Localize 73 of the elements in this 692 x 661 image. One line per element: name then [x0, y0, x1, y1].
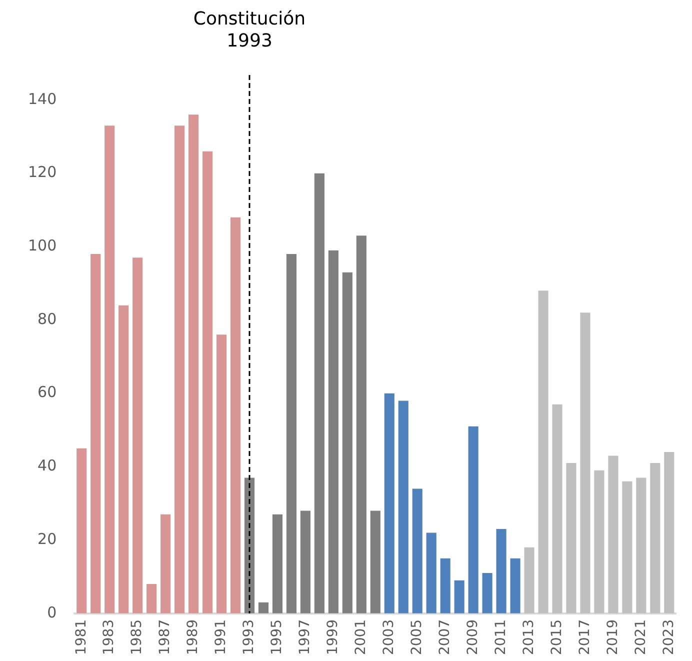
bar	[594, 470, 604, 614]
x-tick-label: 2013	[520, 619, 537, 656]
bar	[174, 126, 185, 614]
ref-line-label: Constitución 1993	[193, 8, 306, 52]
bar	[300, 510, 310, 614]
bar	[342, 272, 352, 614]
bar	[314, 173, 324, 614]
bar	[146, 584, 157, 614]
bar	[496, 529, 506, 614]
bar	[90, 254, 101, 614]
bar	[328, 250, 338, 614]
bar	[440, 558, 450, 614]
bar	[230, 217, 241, 614]
x-tick-label: 1981	[73, 619, 90, 656]
bar	[132, 258, 143, 614]
x-tick-label: 1991	[213, 619, 230, 656]
bar	[118, 305, 129, 614]
bar	[664, 452, 674, 614]
bar	[272, 514, 283, 614]
x-tick-label: 1993	[241, 619, 258, 656]
bar	[650, 463, 660, 614]
bar	[510, 558, 520, 614]
bar	[636, 478, 646, 614]
bar	[622, 481, 632, 614]
bar	[454, 580, 464, 614]
y-tick-label: 100	[28, 236, 57, 255]
x-tick-label: 1989	[185, 619, 202, 656]
x-tick-label: 1987	[157, 619, 174, 656]
x-tick-label: 2023	[660, 619, 677, 656]
bar	[76, 448, 87, 614]
bar	[188, 114, 199, 614]
bar	[412, 488, 422, 614]
x-tick-label: 1997	[297, 619, 314, 656]
bar	[104, 126, 115, 614]
y-tick-label: 40	[38, 456, 57, 475]
y-tick-label: 0	[47, 603, 57, 622]
bar	[580, 312, 590, 614]
bar	[524, 547, 534, 614]
bar	[286, 254, 296, 614]
y-tick-label: 20	[38, 530, 57, 548]
bar	[356, 236, 366, 614]
x-tick-label: 2009	[464, 619, 481, 656]
bar	[202, 151, 213, 614]
bar	[370, 510, 380, 614]
bar	[608, 456, 618, 614]
bar	[482, 573, 492, 614]
bar	[384, 393, 394, 614]
x-tick-label: 1985	[129, 619, 146, 656]
x-tick-label: 1983	[101, 619, 118, 656]
bar	[216, 334, 227, 614]
x-tick-label: 2005	[408, 619, 425, 656]
x-tick-label: 1999	[325, 619, 342, 656]
bar	[426, 532, 436, 614]
bar	[538, 290, 548, 614]
x-tick-label: 2001	[353, 619, 370, 656]
x-tick-label: 1995	[269, 619, 286, 656]
x-tick-label: 2003	[381, 619, 398, 656]
bar	[552, 404, 562, 614]
y-tick-label: 60	[38, 383, 57, 402]
x-tick-label: 2015	[548, 619, 565, 656]
bar	[468, 426, 478, 614]
y-tick-label: 140	[28, 90, 57, 108]
bar	[398, 400, 408, 614]
x-tick-label: 2011	[492, 619, 509, 656]
x-tick-label: 2007	[436, 619, 453, 656]
x-tick-label: 2021	[632, 619, 649, 656]
bar	[566, 463, 576, 614]
bar	[160, 514, 171, 614]
y-tick-label: 120	[28, 163, 57, 182]
x-tick-label: 2019	[604, 619, 621, 656]
x-tick-label: 2017	[576, 619, 593, 656]
bar	[258, 602, 269, 614]
y-tick-label: 80	[38, 310, 57, 328]
